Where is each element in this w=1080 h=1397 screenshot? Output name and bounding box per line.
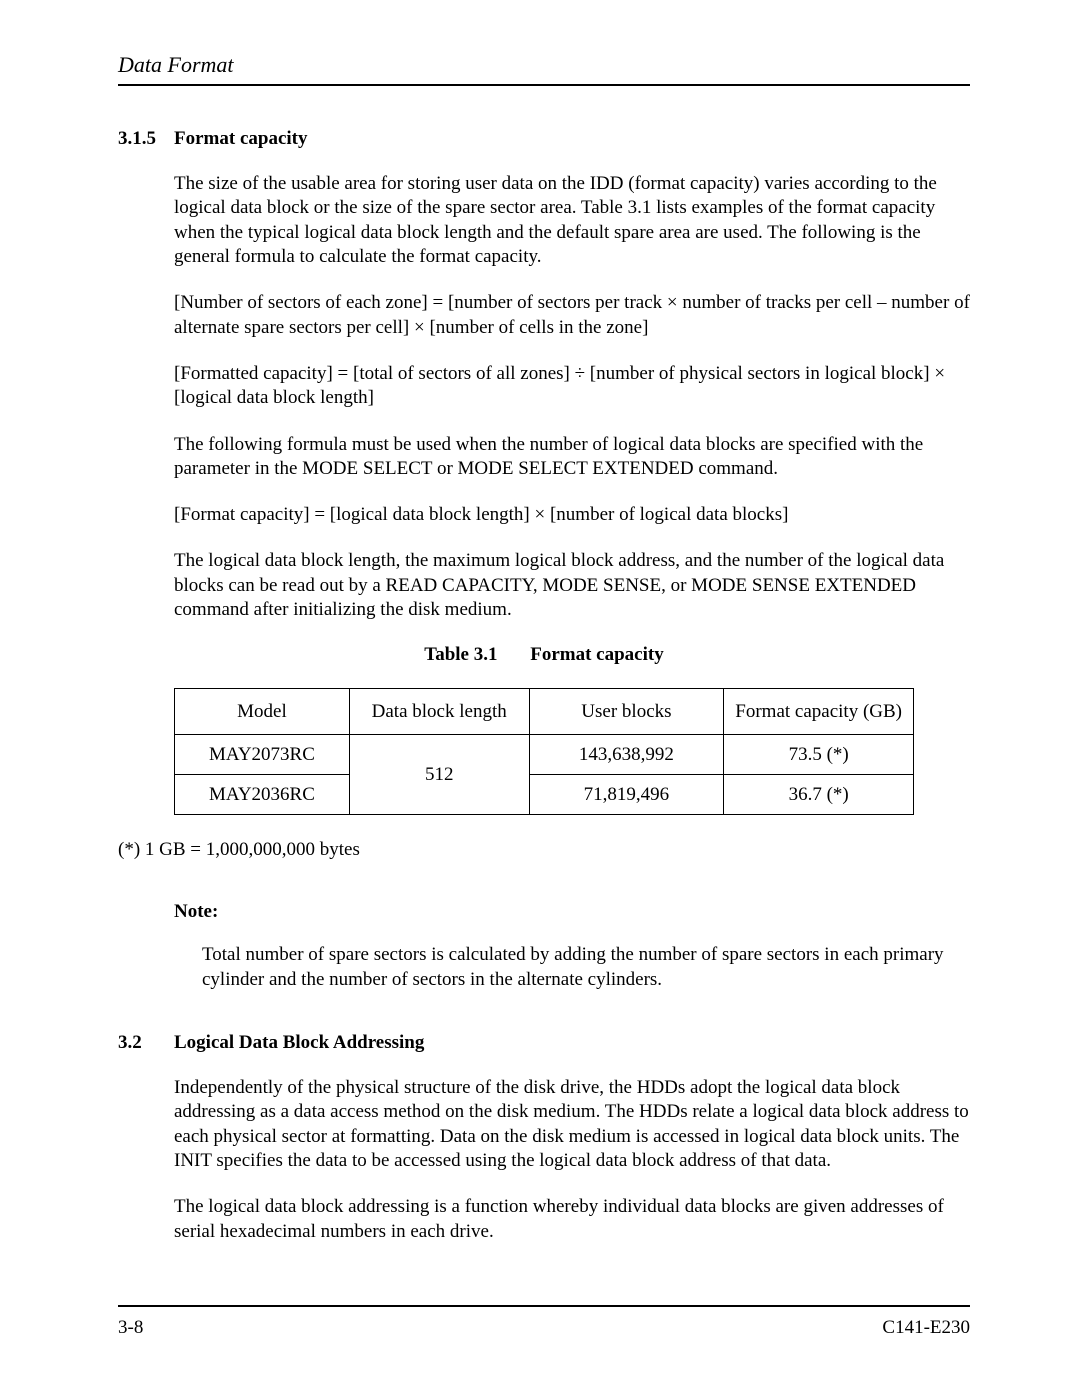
para: The logical data block addressing is a f… bbox=[174, 1195, 970, 1244]
format-capacity-table: Model Data block length User blocks Form… bbox=[174, 688, 914, 815]
para: [Number of sectors of each zone] = [numb… bbox=[174, 291, 970, 340]
table-row: MAY2036RC 71,819,496 36.7 (*) bbox=[175, 775, 914, 815]
section-32-body: Independently of the physical structure … bbox=[174, 1076, 970, 1244]
cell-user-blocks: 71,819,496 bbox=[529, 775, 724, 815]
cell-model: MAY2036RC bbox=[175, 775, 350, 815]
doc-id: C141-E230 bbox=[882, 1317, 970, 1339]
footnote: (*) 1 GB = 1,000,000,000 bytes bbox=[118, 839, 970, 861]
col-header: Format capacity (GB) bbox=[724, 689, 914, 735]
section-32-number: 3.2 bbox=[118, 1032, 174, 1054]
section-315-title: Format capacity bbox=[174, 128, 307, 150]
table-header-row: Model Data block length User blocks Form… bbox=[175, 689, 914, 735]
para: [Format capacity] = [logical data block … bbox=[174, 503, 970, 527]
col-header: Data block length bbox=[349, 689, 529, 735]
page-footer: 3-8 C141-E230 bbox=[118, 1305, 970, 1339]
page-number: 3-8 bbox=[118, 1317, 143, 1339]
table-title: Format capacity bbox=[530, 644, 663, 665]
running-head: Data Format bbox=[118, 52, 970, 86]
cell-data-block-length: 512 bbox=[349, 735, 529, 815]
note-block: Note: Total number of spare sectors is c… bbox=[174, 901, 970, 992]
cell-capacity: 73.5 (*) bbox=[724, 735, 914, 775]
cell-user-blocks: 143,638,992 bbox=[529, 735, 724, 775]
cell-model: MAY2073RC bbox=[175, 735, 350, 775]
section-315-number: 3.1.5 bbox=[118, 128, 174, 150]
note-body: Total number of spare sectors is calcula… bbox=[202, 943, 970, 992]
section-32-heading: 3.2 Logical Data Block Addressing bbox=[118, 1032, 970, 1054]
section-315-heading: 3.1.5 Format capacity bbox=[118, 128, 970, 150]
para: The logical data block length, the maxim… bbox=[174, 549, 970, 622]
table-row: MAY2073RC 512 143,638,992 73.5 (*) bbox=[175, 735, 914, 775]
section-32-title: Logical Data Block Addressing bbox=[174, 1032, 424, 1054]
col-header: User blocks bbox=[529, 689, 724, 735]
para: The size of the usable area for storing … bbox=[174, 172, 970, 269]
table-caption: Table 3.1 Format capacity bbox=[118, 644, 970, 666]
para: [Formatted capacity] = [total of sectors… bbox=[174, 362, 970, 411]
table-label: Table 3.1 bbox=[424, 644, 497, 665]
section-315-body: The size of the usable area for storing … bbox=[174, 172, 970, 622]
cell-capacity: 36.7 (*) bbox=[724, 775, 914, 815]
para: Independently of the physical structure … bbox=[174, 1076, 970, 1173]
note-heading: Note: bbox=[174, 901, 970, 923]
para: The following formula must be used when … bbox=[174, 433, 970, 482]
col-header: Model bbox=[175, 689, 350, 735]
page: Data Format 3.1.5 Format capacity The si… bbox=[0, 0, 1080, 1397]
